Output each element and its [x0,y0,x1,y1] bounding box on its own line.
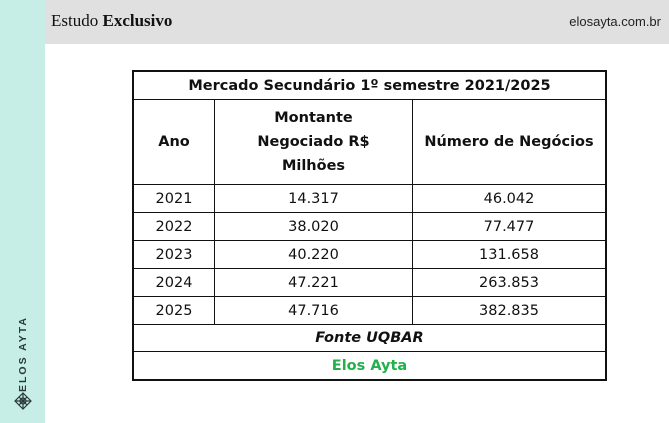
cell-negocios: 263.853 [412,268,607,297]
secondary-market-table: Mercado Secundário 1º semestre 2021/2025… [132,70,607,381]
cell-negocios: 382.835 [412,296,607,325]
table-title-row: Mercado Secundário 1º semestre 2021/2025 [132,70,607,100]
column-header-montante: Montante Negociado R$ Milhões [214,99,413,185]
source-note: Fonte UQBAR [132,324,607,352]
table-row: 2023 40.220 131.658 [132,240,607,269]
cell-negocios: 46.042 [412,184,607,213]
cell-negocios: 77.477 [412,212,607,241]
table-row: 2021 14.317 46.042 [132,184,607,213]
cell-ano: 2022 [132,212,215,241]
cell-montante: 38.020 [214,212,413,241]
credit-row: Elos Ayta [132,351,607,381]
cell-montante: 47.716 [214,296,413,325]
cell-montante: 14.317 [214,184,413,213]
table-title: Mercado Secundário 1º semestre 2021/2025 [132,70,607,100]
page-title: Estudo Exclusivo [51,11,172,31]
source-row: Fonte UQBAR [132,324,607,352]
column-header-negocios: Número de Negócios [412,99,607,185]
cell-ano: 2023 [132,240,215,269]
column-header-montante-text: Montante Negociado R$ Milhões [257,110,370,174]
cell-montante: 47.221 [214,268,413,297]
table-row: 2024 47.221 263.853 [132,268,607,297]
cell-ano: 2024 [132,268,215,297]
site-url: elosayta.com.br [569,14,661,29]
page-title-bold: Exclusivo [102,11,173,30]
elos-ayta-logo-icon [14,392,32,410]
page-header: Estudo Exclusivo elosayta.com.br [45,0,669,44]
table-header-row: Ano Montante Negociado R$ Milhões Número… [132,99,607,185]
page-title-regular: Estudo [51,11,103,30]
cell-ano: 2025 [132,296,215,325]
brand-sidebar: ELOS AYTA [0,0,45,423]
table-row: 2022 38.020 77.477 [132,212,607,241]
credit-note: Elos Ayta [132,351,607,381]
cell-montante: 40.220 [214,240,413,269]
column-header-ano: Ano [132,99,215,185]
cell-negocios: 131.658 [412,240,607,269]
brand-name-vertical: ELOS AYTA [17,316,29,392]
cell-ano: 2021 [132,184,215,213]
table-row: 2025 47.716 382.835 [132,296,607,325]
